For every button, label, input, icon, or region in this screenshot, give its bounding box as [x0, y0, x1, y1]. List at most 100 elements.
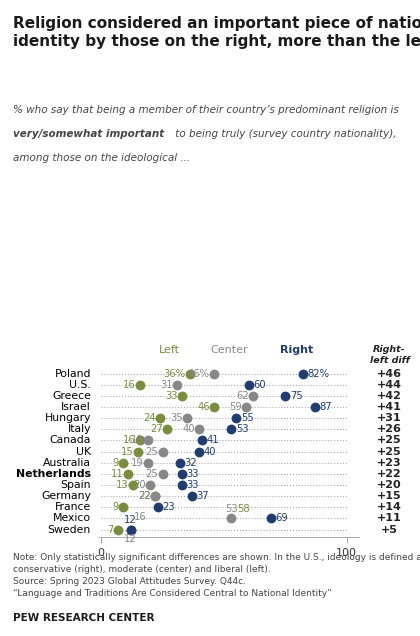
Text: Israel: Israel: [61, 402, 91, 412]
Text: Australia: Australia: [43, 458, 91, 467]
Point: [196, 446, 203, 457]
Point: [199, 435, 205, 445]
Text: 53: 53: [236, 424, 248, 434]
Text: UK: UK: [76, 446, 91, 457]
Text: Right-
left diff: Right- left diff: [370, 345, 410, 365]
Text: 69: 69: [275, 513, 288, 523]
Text: 62: 62: [236, 391, 249, 401]
Point: [176, 458, 183, 468]
Point: [144, 458, 151, 468]
Point: [184, 413, 191, 423]
Point: [120, 458, 126, 468]
Text: 58: 58: [237, 504, 250, 515]
Text: +41: +41: [377, 402, 402, 412]
Text: +26: +26: [377, 424, 402, 434]
Text: 9: 9: [113, 458, 119, 467]
Point: [179, 391, 186, 401]
Text: 22: 22: [138, 491, 151, 501]
Point: [125, 469, 131, 479]
Text: +42: +42: [377, 391, 402, 401]
Text: 82%: 82%: [307, 368, 329, 378]
Point: [137, 380, 144, 390]
Text: 27: 27: [150, 424, 163, 434]
Text: very/somewhat important: very/somewhat important: [13, 129, 164, 139]
Text: Spain: Spain: [60, 480, 91, 490]
Point: [189, 491, 195, 501]
Text: Mexico: Mexico: [53, 513, 91, 523]
Point: [233, 413, 240, 423]
Text: Italy: Italy: [67, 424, 91, 434]
Text: 33: 33: [186, 469, 199, 479]
Text: 41: 41: [206, 436, 219, 445]
Text: Canada: Canada: [50, 436, 91, 445]
Text: 20: 20: [133, 480, 146, 490]
Point: [312, 402, 318, 412]
Point: [154, 502, 161, 513]
Point: [120, 502, 126, 513]
Point: [152, 491, 159, 501]
Point: [127, 525, 134, 535]
Text: +25: +25: [377, 436, 402, 445]
Text: Poland: Poland: [54, 368, 91, 378]
Text: 35: 35: [170, 413, 183, 423]
Text: 15: 15: [121, 446, 134, 457]
Text: to being truly (survey country nationality),: to being truly (survey country nationali…: [172, 129, 397, 139]
Point: [228, 424, 235, 434]
Point: [282, 391, 289, 401]
Text: +22: +22: [377, 469, 402, 479]
Text: +31: +31: [377, 413, 402, 423]
Text: 75: 75: [290, 391, 302, 401]
Text: France: France: [55, 502, 91, 513]
Point: [152, 491, 159, 501]
Text: 25: 25: [145, 469, 158, 479]
Text: 25: 25: [145, 446, 158, 457]
Text: Greece: Greece: [52, 391, 91, 401]
Point: [174, 380, 181, 390]
Text: Netherlands: Netherlands: [16, 469, 91, 479]
Text: 53: 53: [225, 504, 238, 515]
Text: 12: 12: [124, 515, 137, 525]
Text: Hungary: Hungary: [45, 413, 91, 423]
Point: [196, 424, 203, 434]
Text: +44: +44: [377, 380, 402, 390]
Point: [186, 368, 193, 378]
Text: 37: 37: [197, 491, 209, 501]
Point: [179, 469, 186, 479]
Text: 46: 46: [197, 402, 210, 412]
Text: 11: 11: [111, 469, 124, 479]
Text: Germany: Germany: [41, 491, 91, 501]
Text: +25: +25: [377, 446, 402, 457]
Text: 40: 40: [183, 424, 195, 434]
Text: among those on the ideological ...: among those on the ideological ...: [13, 153, 190, 163]
Text: 46%: 46%: [188, 368, 210, 378]
Text: 31: 31: [160, 380, 173, 390]
Point: [211, 402, 218, 412]
Point: [179, 480, 186, 490]
Text: +23: +23: [377, 458, 402, 467]
Text: 40: 40: [204, 446, 216, 457]
Point: [130, 480, 136, 490]
Text: 9: 9: [113, 502, 119, 513]
Text: +11: +11: [377, 513, 402, 523]
Text: +5: +5: [381, 525, 398, 535]
Text: 7: 7: [108, 525, 114, 535]
Point: [147, 480, 154, 490]
Text: U.S.: U.S.: [69, 380, 91, 390]
Point: [243, 402, 249, 412]
Text: Note: Only statistically significant differences are shown. In the U.S., ideolog: Note: Only statistically significant dif…: [13, 553, 420, 598]
Text: 36%: 36%: [163, 368, 185, 378]
Point: [144, 435, 151, 445]
Point: [127, 525, 134, 535]
Text: 16: 16: [123, 436, 136, 445]
Text: 33: 33: [186, 480, 199, 490]
Text: 60: 60: [253, 380, 265, 390]
Text: 19: 19: [131, 458, 143, 467]
Text: PEW RESEARCH CENTER: PEW RESEARCH CENTER: [13, 613, 154, 623]
Point: [228, 513, 235, 523]
Text: 87: 87: [319, 402, 332, 412]
Text: 55: 55: [241, 413, 253, 423]
Text: 24: 24: [143, 413, 156, 423]
Point: [299, 368, 306, 378]
Text: 59: 59: [229, 402, 241, 412]
Text: Right: Right: [280, 345, 313, 356]
